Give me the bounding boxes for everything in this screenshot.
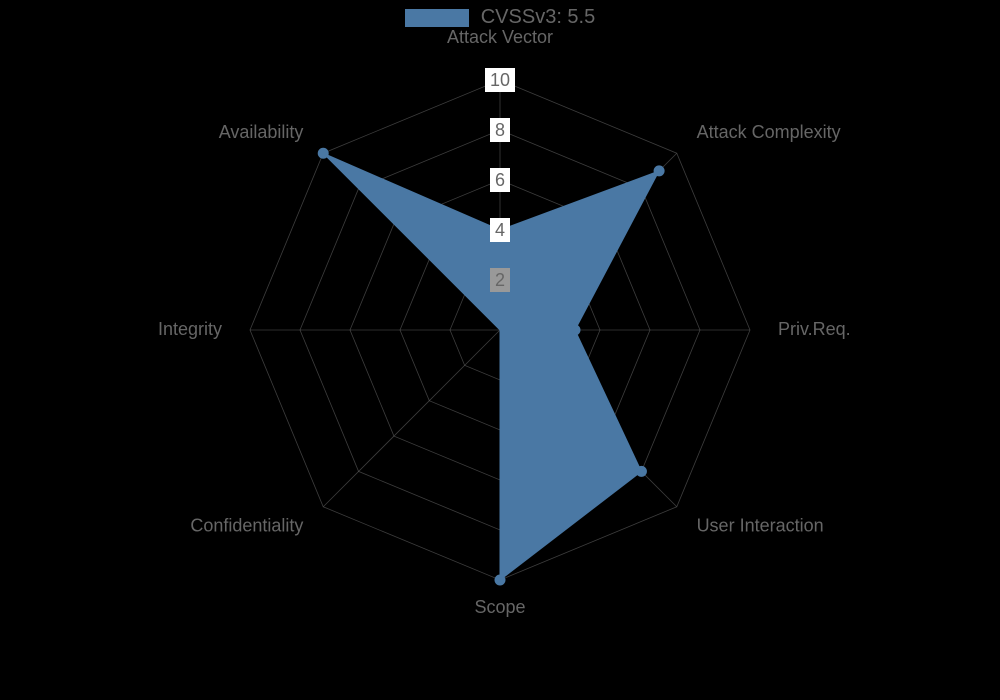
grid-spoke — [323, 330, 500, 507]
series-marker — [654, 166, 664, 176]
r-tick-label: 10 — [490, 70, 510, 90]
legend-swatch — [405, 9, 469, 27]
series-marker — [570, 325, 580, 335]
legend: CVSSv3: 5.5 — [0, 6, 1000, 29]
r-tick-label: 2 — [495, 270, 505, 290]
radar-chart: 2 4 6 8 10 Attack Vector Attack Complexity Priv… — [0, 0, 1000, 700]
axis-label: Attack Complexity — [697, 122, 841, 142]
axis-label: Scope — [474, 597, 525, 617]
series-marker — [318, 148, 328, 158]
axis-label: Attack Vector — [447, 27, 553, 47]
legend-label: CVSSv3: 5.5 — [481, 6, 596, 29]
series-marker — [495, 575, 505, 585]
series-marker — [636, 466, 646, 476]
axis-label: Priv.Req. — [778, 319, 851, 339]
r-tick-label: 8 — [495, 120, 505, 140]
axis-label: User Interaction — [697, 515, 824, 535]
axis-label: Confidentiality — [190, 515, 303, 535]
r-tick-label: 6 — [495, 170, 505, 190]
axis-label: Availability — [219, 122, 304, 142]
r-tick-label: 4 — [495, 220, 505, 240]
series-area — [323, 153, 659, 580]
axis-label: Integrity — [158, 319, 222, 339]
